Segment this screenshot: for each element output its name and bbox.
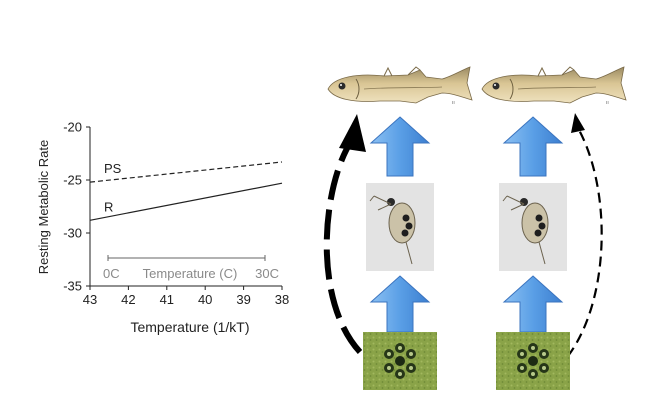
svg-text:ıı: ıı: [452, 100, 455, 106]
algae-left: [363, 332, 437, 390]
stickleback-fish-icon: [327, 66, 473, 104]
x-tick-label: 42: [121, 292, 135, 307]
metabolic-rate-chart: -20 -25 -30 -35 43 42 41 40 39 38 PS R Resting Me…: [36, 120, 289, 336]
y-tick-label: -20: [63, 120, 82, 135]
svg-text:ıı: ıı: [606, 100, 609, 106]
series-label-r: R: [104, 199, 113, 214]
daphnia-icon: [369, 195, 416, 265]
x-tick-label: 40: [198, 292, 212, 307]
arrow-right-upper: [502, 116, 564, 177]
strong-cascade-path: [323, 138, 363, 355]
algae-colony-icon: [517, 343, 549, 379]
inset-temperature-scale: 0C Temperature (C) 30C: [103, 255, 279, 281]
strong-cascade-arrowhead: [339, 114, 366, 152]
food-web-diagram: ıı: [323, 66, 627, 390]
weak-cascade-arrow: [567, 113, 603, 357]
zooplankton-left: [366, 183, 434, 271]
x-tick-label: 39: [236, 292, 250, 307]
stickleback-fish-icon: [481, 66, 627, 104]
fish-left: ıı: [327, 66, 473, 106]
series-line-r: [89, 182, 283, 221]
x-tick-label: 38: [275, 292, 289, 307]
fish-right: ıı: [481, 66, 627, 106]
algae-right: [496, 332, 570, 390]
y-tick-label: -30: [63, 226, 82, 241]
arrow-left-upper: [369, 116, 431, 177]
series-line-ps: [89, 161, 283, 183]
x-tick-label: 43: [83, 292, 97, 307]
x-axis-label: Temperature (1/kT): [130, 319, 249, 335]
series-label-ps: PS: [104, 161, 122, 176]
daphnia-icon: [502, 195, 549, 265]
x-tick-label: 41: [160, 292, 174, 307]
y-axis-label: Resting Metabolic Rate: [36, 140, 51, 274]
strong-cascade-arrow: [323, 114, 366, 355]
y-tick-label: -35: [63, 279, 82, 294]
inset-left-label: 0C: [103, 266, 120, 281]
arrow-left-lower: [369, 275, 431, 333]
y-tick-label: -25: [63, 173, 82, 188]
arrow-right-lower: [502, 275, 564, 333]
inset-scale-title: Temperature (C): [143, 266, 238, 281]
algae-colony-icon: [384, 343, 416, 379]
zooplankton-right: [499, 183, 567, 271]
weak-cascade-path: [567, 127, 603, 357]
inset-right-label: 30C: [255, 266, 279, 281]
weak-cascade-arrowhead: [571, 113, 585, 133]
